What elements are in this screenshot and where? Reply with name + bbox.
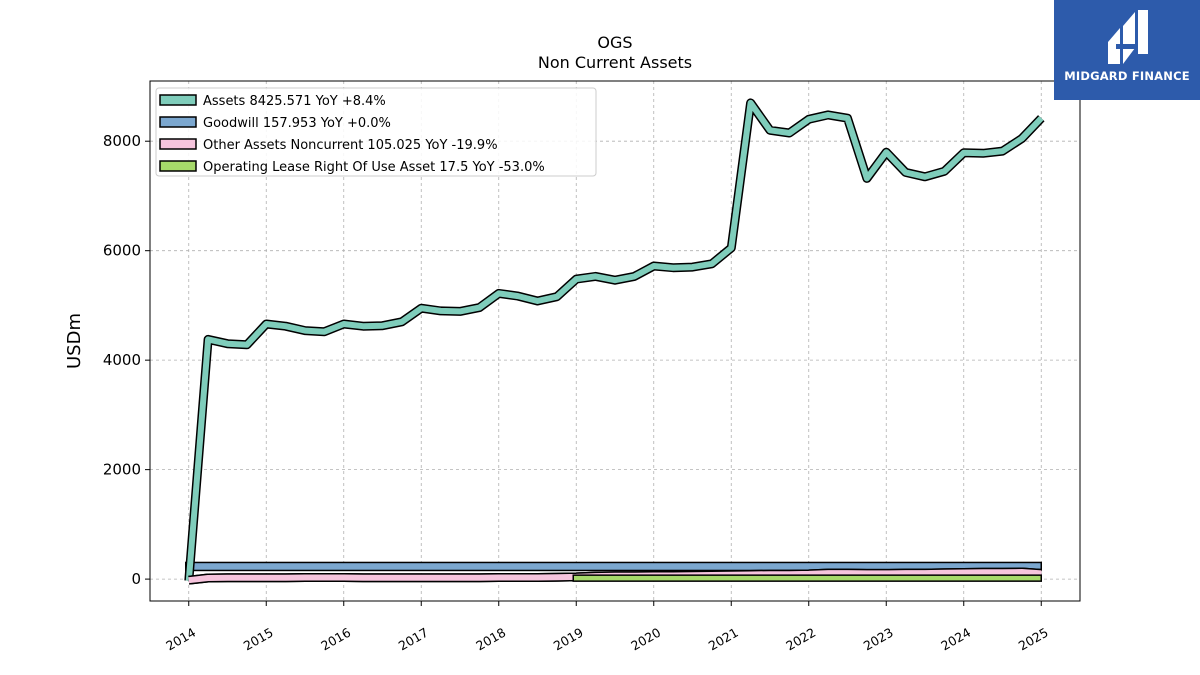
x-tick-label: 2023 (861, 625, 896, 654)
brand-logo: MIDGARD FINANCE (1054, 0, 1200, 100)
legend-entry: Other Assets Noncurrent 105.025 YoY -19.… (203, 138, 498, 153)
brand-name: MIDGARD FINANCE (1064, 69, 1190, 83)
brand-mark-icon (1108, 10, 1148, 64)
x-tick-label: 2018 (473, 625, 508, 654)
legend-box (155, 87, 597, 177)
y-tick-label: 4000 (103, 351, 141, 369)
x-tick-label: 2024 (938, 625, 973, 654)
x-tick-label: 2015 (241, 625, 276, 654)
legend: Assets 8425.571 YoY +8.4% Goodwill 157.95… (155, 87, 597, 177)
legend-entry: Goodwill 157.953 YoY +0.0% (203, 116, 391, 131)
x-tick-label: 2014 (163, 625, 198, 654)
y-tick-label: 0 (131, 570, 141, 588)
y-tick-label: 6000 (103, 242, 141, 260)
y-tick-label: 8000 (103, 132, 141, 150)
legend-swatch (159, 116, 197, 128)
series-lines (184, 98, 1045, 585)
plot-frame (149, 80, 1081, 602)
grid (150, 81, 1080, 601)
series-line-assets (185, 99, 1044, 581)
legend-entry: Assets 8425.571 YoY +8.4% (203, 94, 386, 109)
chart-subtitle: Non Current Assets (538, 53, 692, 72)
y-tick-label: 2000 (103, 461, 141, 479)
x-tick-label: 2025 (1016, 625, 1051, 654)
x-tick-label: 2021 (706, 625, 741, 654)
chart-title: OGS (597, 33, 632, 52)
x-tick-label: 2019 (551, 625, 586, 654)
x-tick-label: 2022 (783, 625, 818, 654)
legend-swatch (159, 160, 197, 172)
legend-swatch (159, 94, 197, 106)
legend-swatch (159, 138, 197, 150)
y-axis-label: USDm (64, 313, 85, 369)
x-tick-label: 2020 (628, 625, 663, 654)
x-tick-label: 2017 (396, 625, 431, 654)
x-tick-label: 2016 (318, 625, 353, 654)
legend-entry: Operating Lease Right Of Use Asset 17.5 … (203, 160, 545, 175)
series-band-operating-lease (572, 574, 1042, 582)
